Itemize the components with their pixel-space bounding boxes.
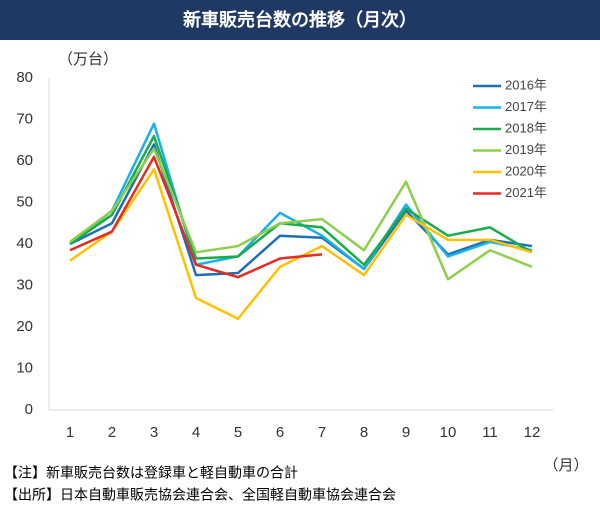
x-tick-label: 7	[318, 424, 326, 441]
x-tick-label: 6	[276, 424, 284, 441]
note: 【出所】日本自動車販売協会連合会、全国軽自動車協会連合会	[4, 487, 396, 503]
series-line	[69, 168, 533, 320]
series-line	[69, 134, 533, 266]
legend-label: 2021年	[505, 185, 547, 200]
series-line	[69, 155, 323, 279]
x-tick-label: 12	[524, 424, 541, 441]
y-tick-label: 80	[16, 69, 33, 86]
x-tick-label: 11	[482, 424, 498, 441]
legend-label: 2019年	[505, 142, 547, 157]
y-tick-label: 40	[16, 235, 33, 252]
x-axis-label: （月）	[543, 457, 588, 474]
x-tick-label: 8	[360, 424, 368, 441]
legend-label: 2017年	[505, 99, 547, 114]
legend-label: 2018年	[505, 120, 547, 135]
x-tick-label: 3	[150, 424, 158, 441]
chart-title: 新車販売台数の推移（月次）	[183, 9, 417, 30]
y-tick-label: 20	[16, 318, 33, 335]
x-tick-label: 4	[192, 424, 200, 441]
legend-label: 2020年	[505, 163, 547, 178]
y-tick-label: 10	[16, 359, 33, 376]
y-tick-label: 60	[16, 152, 33, 169]
x-tick-label: 2	[108, 424, 116, 441]
x-tick-label: 10	[440, 424, 457, 441]
x-tick-label: 5	[234, 424, 242, 441]
y-tick-label: 0	[25, 401, 33, 418]
y-tick-label: 50	[16, 193, 33, 210]
y-tick-label: 70	[16, 110, 33, 127]
note: 【注】新車販売台数は登録車と軽自動車の合計	[4, 465, 298, 481]
legend-label: 2016年	[505, 77, 547, 92]
y-tick-label: 30	[16, 276, 33, 293]
x-tick-label: 9	[402, 424, 410, 441]
series-line	[69, 122, 533, 271]
y-axis-label: （万台）	[58, 51, 118, 68]
title-bar	[0, 0, 600, 40]
x-tick-label: 1	[66, 424, 74, 441]
series-line	[69, 147, 533, 281]
